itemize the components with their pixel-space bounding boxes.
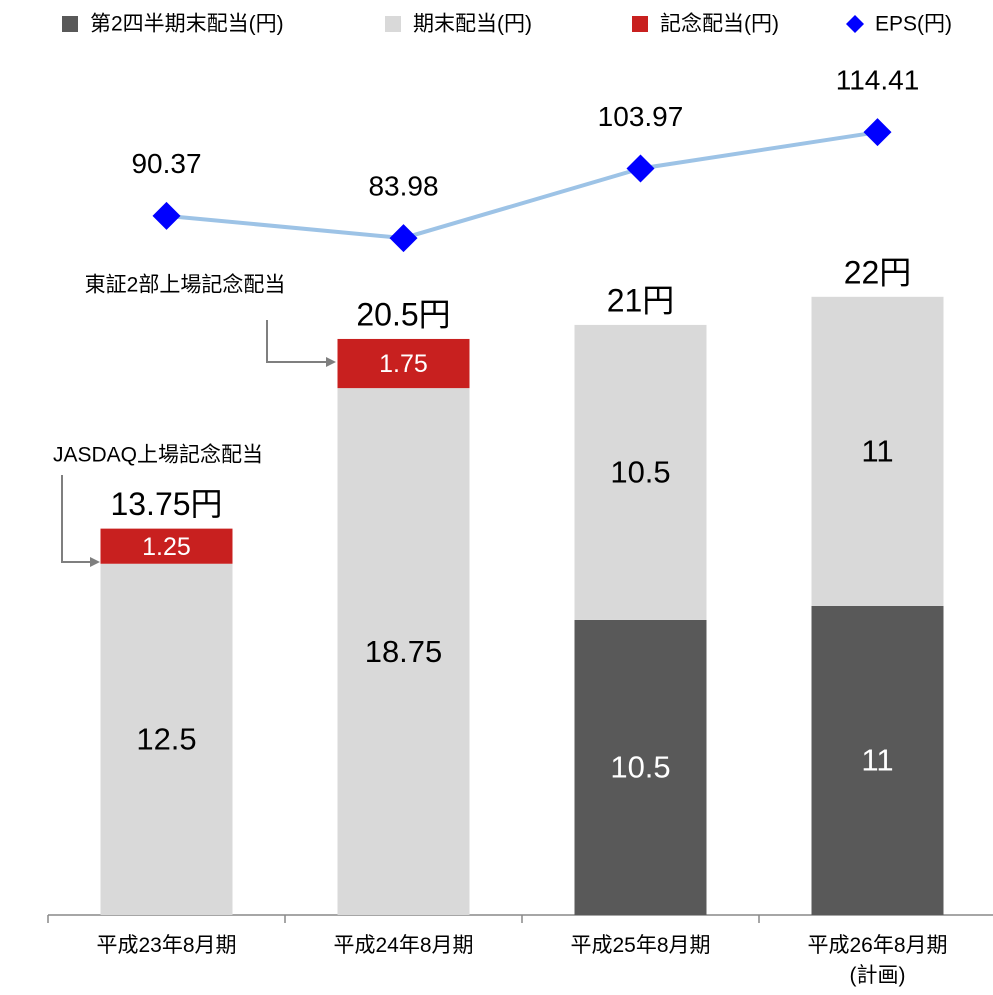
eps-label: 114.41 — [836, 65, 920, 96]
data-label: 11 — [861, 743, 893, 778]
data-label: 18.75 — [365, 634, 443, 669]
eps-marker — [626, 154, 655, 183]
bar-segment — [574, 619, 707, 915]
bar-segment — [100, 563, 233, 915]
x-tick-label: 平成26年8月期 (計画) — [807, 934, 948, 987]
x-tick-label: 平成23年8月期 — [96, 934, 237, 957]
bar-segment — [811, 605, 944, 915]
data-label: 1.75 — [379, 350, 428, 378]
annotation: JASDAQ上場記念配当 — [53, 444, 263, 467]
bar-segment — [574, 324, 707, 620]
legend-label: 記念配当(円) — [660, 13, 779, 36]
annotation-arrow — [61, 475, 92, 563]
legend-label: EPS(円) — [875, 13, 952, 36]
data-label: 12.5 — [136, 722, 196, 757]
legend-swatch — [385, 16, 401, 32]
bar-segment — [337, 338, 470, 389]
eps-label: 83.98 — [368, 170, 438, 201]
data-label: 1.25 — [142, 533, 191, 561]
legend-label: 第2四半期末配当(円) — [90, 13, 284, 36]
data-label: 10.5 — [610, 750, 670, 785]
data-label: 11 — [861, 434, 893, 469]
legend-swatch — [62, 16, 78, 32]
eps-marker — [152, 201, 181, 230]
bar-segment — [811, 296, 944, 606]
x-tick-label: 平成24年8月期 — [333, 934, 474, 957]
legend-marker — [846, 15, 864, 33]
eps-marker — [389, 224, 418, 253]
annotation: 東証2部上場記念配当 — [85, 274, 286, 297]
eps-label: 90.37 — [131, 148, 201, 179]
annotation-arrow — [266, 320, 327, 363]
arrow-head — [326, 357, 336, 367]
bar-segment — [100, 528, 233, 564]
legend-swatch — [632, 16, 648, 32]
x-tick-label: 平成25年8月期 — [570, 934, 711, 957]
data-label: 10.5 — [610, 455, 670, 490]
eps-line — [166, 130, 878, 241]
bar-segment — [337, 388, 470, 915]
total-label: 13.75円 — [110, 486, 222, 522]
eps-label: 103.97 — [598, 101, 684, 132]
total-label: 21円 — [607, 282, 675, 318]
total-label: 22円 — [844, 254, 912, 290]
eps-marker — [863, 118, 892, 147]
total-label: 20.5円 — [356, 296, 450, 332]
legend-label: 期末配当(円) — [413, 13, 532, 36]
arrow-head — [90, 557, 100, 567]
